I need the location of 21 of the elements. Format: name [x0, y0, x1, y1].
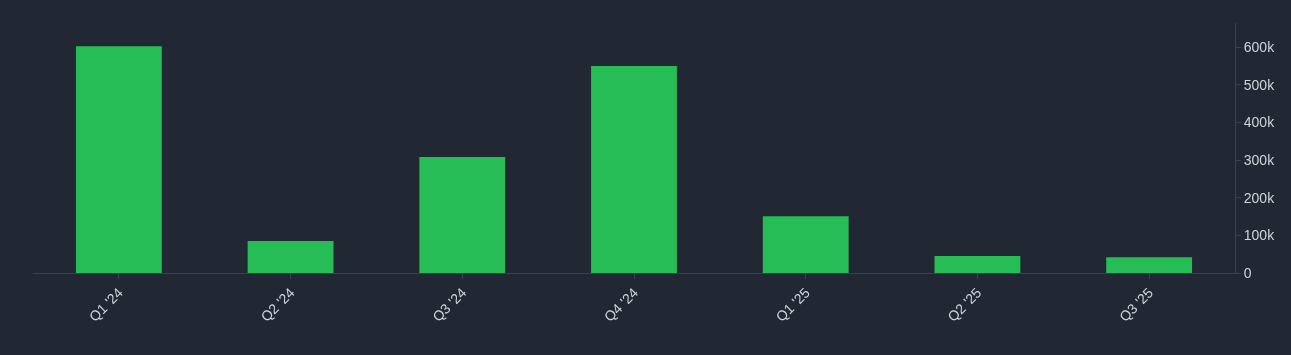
bar	[1106, 257, 1193, 273]
x-tick-label: Q3 '25	[1116, 284, 1157, 325]
x-tick-label: Q4 '24	[600, 284, 642, 325]
x-tick-label: Q3 '24	[429, 284, 470, 325]
bar	[934, 256, 1021, 273]
x-tick-label: Q1 '24	[85, 284, 127, 325]
y-tick-label: 0	[1243, 264, 1252, 281]
y-tick-label: 300k	[1243, 151, 1276, 168]
y-tick-label: 600k	[1243, 39, 1276, 55]
bar	[762, 216, 849, 273]
y-tick-label: 200k	[1243, 189, 1276, 206]
bar	[591, 65, 677, 273]
y-tick-label: 100k	[1243, 227, 1276, 244]
y-tick-label: 500k	[1243, 76, 1276, 93]
y-tick-label: 400k	[1243, 114, 1276, 131]
bar	[419, 157, 506, 273]
bar	[247, 241, 334, 273]
x-tick-label: Q2 '25	[944, 284, 985, 325]
bar	[75, 46, 162, 273]
x-tick-label: Q2 '24	[257, 284, 298, 325]
x-tick-label: Q1 '25	[772, 284, 813, 325]
